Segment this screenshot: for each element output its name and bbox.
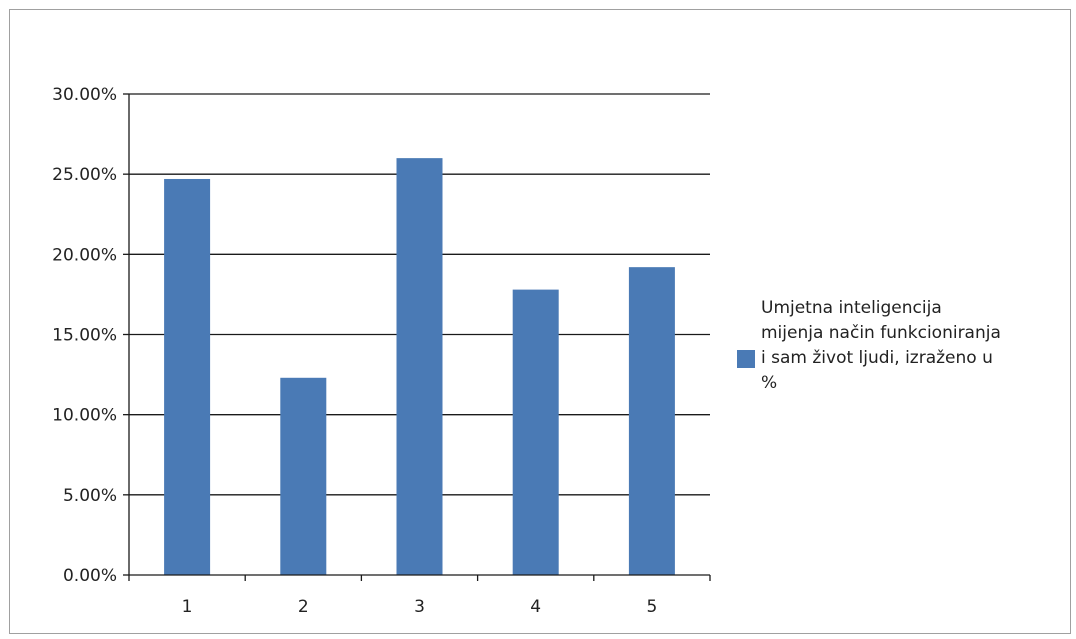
y-tick-label: 20.00% [52,245,117,265]
bar [396,158,443,575]
legend-label-line: % [761,373,778,393]
bar [280,377,327,575]
legend-swatch [737,350,755,368]
legend-label: Umjetna inteligencija mijenja način funk… [761,296,1066,396]
y-tick-label: 5.00% [63,486,117,506]
y-tick-label: 30.00% [52,85,117,105]
y-tick-label: 0.00% [63,566,117,586]
y-tick-label: 15.00% [52,326,117,346]
bar [512,289,559,575]
x-tick-label: 2 [298,597,309,617]
x-tick-label: 1 [182,597,193,617]
y-tick-labels: 0.00% 5.00% 10.00% 15.00% 20.00% 25.00% 30.00% [52,85,117,586]
axes [123,93,711,581]
x-tick-label: 4 [530,597,541,617]
bar [628,267,675,575]
bar [164,178,211,575]
legend-label-line: mijenja način funkcioniranja [761,323,1001,343]
y-tick-label: 10.00% [52,406,117,426]
x-tick-label: 3 [414,597,425,617]
x-tick-labels: 1 2 3 4 5 [182,597,658,617]
bars-group [164,158,675,575]
y-tick-label: 25.00% [52,165,117,185]
legend-label-line: i sam život ljudi, izraženo u [761,348,993,368]
legend-label-line: Umjetna inteligencija [761,298,942,318]
x-tick-label: 5 [646,597,657,617]
